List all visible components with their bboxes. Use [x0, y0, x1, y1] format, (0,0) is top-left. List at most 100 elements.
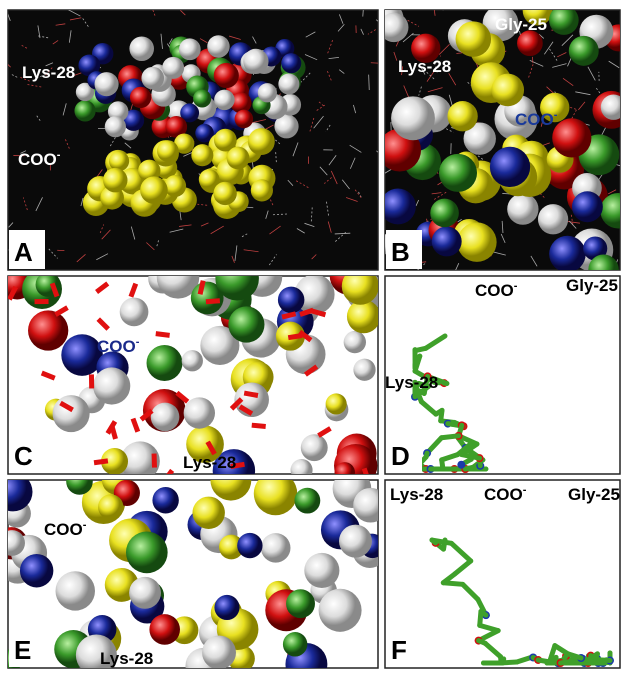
atom	[353, 488, 388, 523]
annotation: Gly-25	[495, 15, 547, 34]
annotation-text: COO	[515, 110, 554, 129]
atom	[237, 533, 262, 558]
panel: CCOO-Lys-28	[1, 256, 385, 491]
annotation-text: Gly-25	[568, 485, 620, 504]
atom	[304, 553, 339, 588]
annotation: Lys-28	[385, 373, 438, 392]
annotation-text: Lys-28	[22, 63, 75, 82]
panel-letter: F	[391, 635, 407, 665]
annotation-superscript: -	[514, 280, 518, 292]
panel: F Lys-28 COO- Gly-25	[385, 480, 620, 668]
atom	[193, 89, 211, 107]
panel-letter: A	[14, 237, 33, 267]
atom	[507, 193, 538, 224]
atom	[251, 179, 273, 201]
atom	[278, 74, 299, 95]
atom	[105, 116, 126, 137]
annotation: Lys-28	[183, 453, 236, 472]
atom	[572, 191, 603, 222]
bond	[441, 436, 458, 438]
atom	[347, 300, 380, 333]
atom	[353, 359, 375, 381]
atom	[103, 168, 127, 192]
atom	[281, 53, 301, 73]
atom	[192, 497, 224, 529]
atom	[56, 571, 95, 610]
atom	[151, 403, 180, 432]
atom	[491, 74, 524, 107]
atom	[439, 154, 477, 192]
atom	[213, 182, 236, 205]
atom	[283, 632, 307, 656]
annotation: Gly-25	[568, 485, 620, 504]
annotation-text: COO	[44, 520, 83, 539]
atom	[152, 487, 178, 513]
water	[152, 453, 157, 467]
atom	[261, 533, 291, 563]
atom	[214, 90, 235, 111]
annotation-text: Gly-25	[566, 276, 618, 295]
atom	[538, 204, 568, 234]
atom	[601, 94, 626, 119]
annotation: Lys-28	[100, 649, 153, 668]
atom	[28, 310, 68, 350]
figure: ALys-28COO-BGly-25Lys-28COO-CCOO-Lys-28D…	[0, 0, 628, 676]
atom	[457, 461, 465, 469]
annotation-superscript: -	[57, 149, 61, 161]
atom	[294, 488, 320, 514]
atom	[182, 350, 203, 371]
atom	[319, 589, 362, 632]
atom	[235, 110, 254, 129]
annotation: COO-	[475, 280, 518, 300]
atom	[430, 199, 459, 228]
atom	[286, 589, 315, 618]
atom	[179, 38, 201, 60]
annotation-text: COO	[97, 337, 136, 356]
annotation: COO-	[484, 484, 527, 504]
atom	[278, 287, 305, 314]
bond	[432, 540, 451, 543]
atom	[147, 345, 183, 381]
bond	[443, 583, 462, 585]
annotation: Gly-25	[566, 276, 618, 295]
panel: A Lys-28 COO-	[2, 2, 384, 270]
annotation-superscript: -	[83, 519, 87, 531]
annotation-text: Lys-28	[385, 373, 438, 392]
annotation-text: COO	[475, 281, 514, 300]
atom	[339, 525, 372, 558]
atom	[93, 367, 130, 404]
atom	[291, 459, 313, 481]
atom	[248, 128, 275, 155]
atom	[552, 118, 591, 157]
atom	[120, 298, 149, 327]
annotation-text: COO	[484, 485, 523, 504]
atom	[391, 96, 435, 140]
panel-letter: B	[391, 237, 410, 267]
atom	[0, 530, 25, 556]
atom	[432, 226, 462, 256]
annotation-text: COO	[18, 150, 57, 169]
panel-letter: D	[391, 441, 410, 471]
atom	[344, 331, 366, 353]
annotation: Lys-28	[398, 57, 451, 76]
atom	[254, 472, 297, 515]
bond	[499, 662, 517, 663]
atom	[149, 614, 180, 645]
water	[35, 299, 49, 304]
atom	[207, 35, 229, 57]
atom	[202, 635, 236, 669]
atom	[157, 140, 179, 162]
atom	[447, 101, 477, 131]
atom	[517, 30, 543, 56]
atom	[456, 21, 492, 57]
solvent-bond	[434, 2, 444, 10]
atom	[130, 87, 151, 108]
panel-letter: C	[14, 441, 33, 471]
annotation-text: Lys-28	[390, 485, 443, 504]
panel: ECOO-Lys-28	[0, 460, 388, 676]
atom	[301, 434, 328, 461]
atom	[243, 49, 268, 74]
atom	[140, 176, 168, 204]
atom	[379, 13, 408, 42]
annotation: Lys-28	[390, 485, 443, 504]
